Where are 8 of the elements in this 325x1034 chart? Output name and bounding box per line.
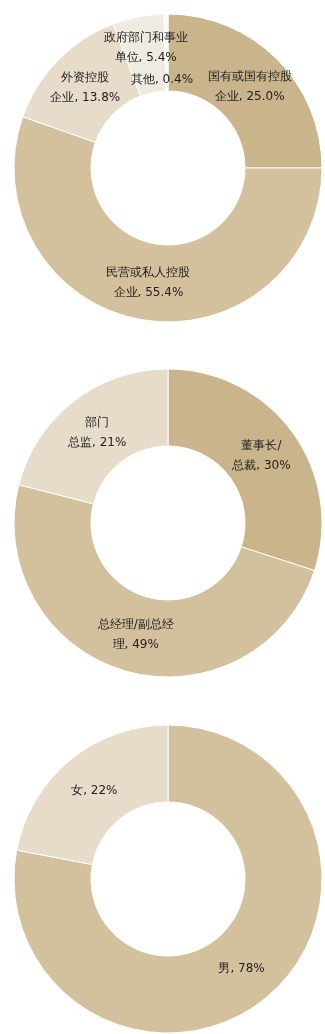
slice-label: 民营或私人控股企业, 55.4% <box>106 264 191 299</box>
slice-label: 部门总监, 21% <box>67 414 127 449</box>
slice-label: 总经理/副总经理, 49% <box>96 616 174 651</box>
slice-label: 男, 78% <box>218 960 265 975</box>
slice-label: 外资控股企业, 13.8% <box>50 70 121 105</box>
slice-label: 董事长/总裁, 30% <box>231 438 291 473</box>
slice-label: 女, 22% <box>71 783 118 798</box>
slice-label: 国有或国有控股企业, 25.0% <box>207 69 292 104</box>
